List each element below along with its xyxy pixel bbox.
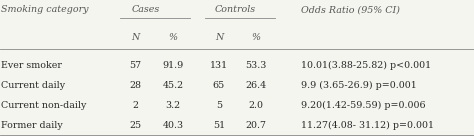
- Text: 11.27(4.08- 31.12) p=0.001: 11.27(4.08- 31.12) p=0.001: [301, 121, 435, 130]
- Text: 5: 5: [216, 101, 222, 110]
- Text: Current daily: Current daily: [1, 81, 65, 90]
- Text: 91.9: 91.9: [163, 61, 183, 69]
- Text: Ever smoker: Ever smoker: [1, 61, 62, 69]
- Text: Smoking category: Smoking category: [1, 5, 89, 14]
- Text: N: N: [215, 33, 223, 42]
- Text: 45.2: 45.2: [163, 81, 183, 90]
- Text: 51: 51: [213, 121, 225, 130]
- Text: Former daily: Former daily: [1, 121, 63, 130]
- Text: 25: 25: [129, 121, 141, 130]
- Text: 131: 131: [210, 61, 228, 69]
- Text: 3.2: 3.2: [165, 101, 181, 110]
- Text: 2: 2: [132, 101, 138, 110]
- Text: Odds Ratio (95% CI): Odds Ratio (95% CI): [301, 5, 401, 14]
- Text: 26.4: 26.4: [246, 81, 266, 90]
- Text: 28: 28: [129, 81, 141, 90]
- Text: N: N: [131, 33, 139, 42]
- Text: 9.9 (3.65-26.9) p=0.001: 9.9 (3.65-26.9) p=0.001: [301, 81, 417, 90]
- Text: 53.3: 53.3: [245, 61, 267, 69]
- Text: 9.20(1.42-59.59) p=0.006: 9.20(1.42-59.59) p=0.006: [301, 101, 426, 110]
- Text: %: %: [252, 33, 260, 42]
- Text: %: %: [169, 33, 177, 42]
- Text: 20.7: 20.7: [246, 121, 266, 130]
- Text: 10.01(3.88-25.82) p<0.001: 10.01(3.88-25.82) p<0.001: [301, 61, 432, 70]
- Text: Cases: Cases: [132, 5, 160, 14]
- Text: 65: 65: [213, 81, 225, 90]
- Text: 40.3: 40.3: [163, 121, 183, 130]
- Text: Controls: Controls: [215, 5, 256, 14]
- Text: Current non-daily: Current non-daily: [1, 101, 86, 110]
- Text: 57: 57: [129, 61, 141, 69]
- Text: 2.0: 2.0: [248, 101, 264, 110]
